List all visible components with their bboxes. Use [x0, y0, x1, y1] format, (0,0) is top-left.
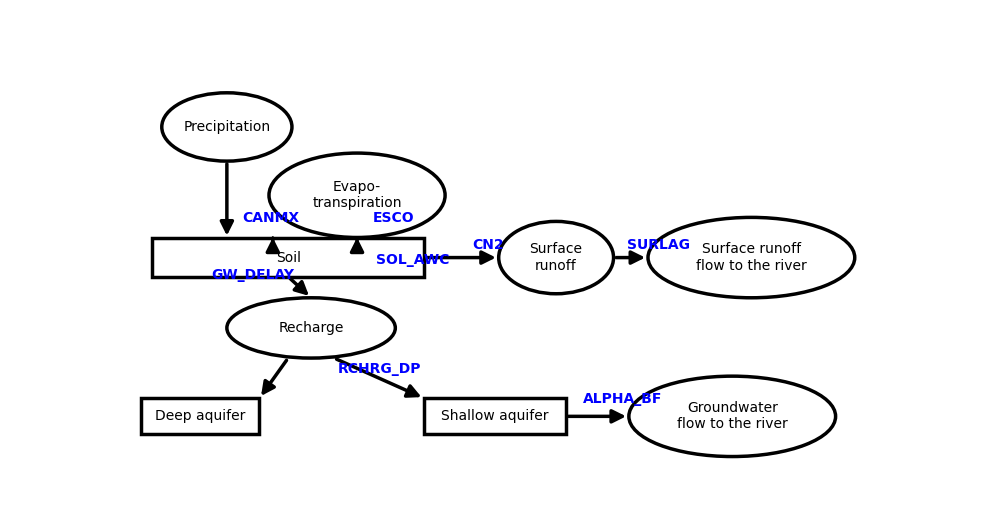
Text: RCHRG_DP: RCHRG_DP — [338, 362, 422, 376]
Text: SOL_AWC: SOL_AWC — [376, 253, 450, 267]
Text: Soil: Soil — [276, 251, 300, 265]
Text: SURLAG: SURLAG — [626, 239, 690, 252]
Text: CN2: CN2 — [472, 239, 504, 252]
Text: Precipitation: Precipitation — [184, 120, 271, 134]
Text: Shallow aquifer: Shallow aquifer — [441, 409, 548, 423]
Text: ALPHA_BF: ALPHA_BF — [583, 393, 662, 406]
Text: Deep aquifer: Deep aquifer — [155, 409, 245, 423]
Text: Groundwater
flow to the river: Groundwater flow to the river — [677, 401, 787, 432]
Text: Recharge: Recharge — [279, 321, 344, 335]
Text: GW_DELAY: GW_DELAY — [211, 268, 294, 282]
Text: Surface runoff
flow to the river: Surface runoff flow to the river — [696, 243, 807, 272]
Text: CANMX: CANMX — [242, 211, 299, 226]
Text: ESCO: ESCO — [372, 211, 414, 226]
Text: Surface
runoff: Surface runoff — [530, 243, 583, 272]
Text: Evapo-
transpiration: Evapo- transpiration — [312, 180, 402, 210]
